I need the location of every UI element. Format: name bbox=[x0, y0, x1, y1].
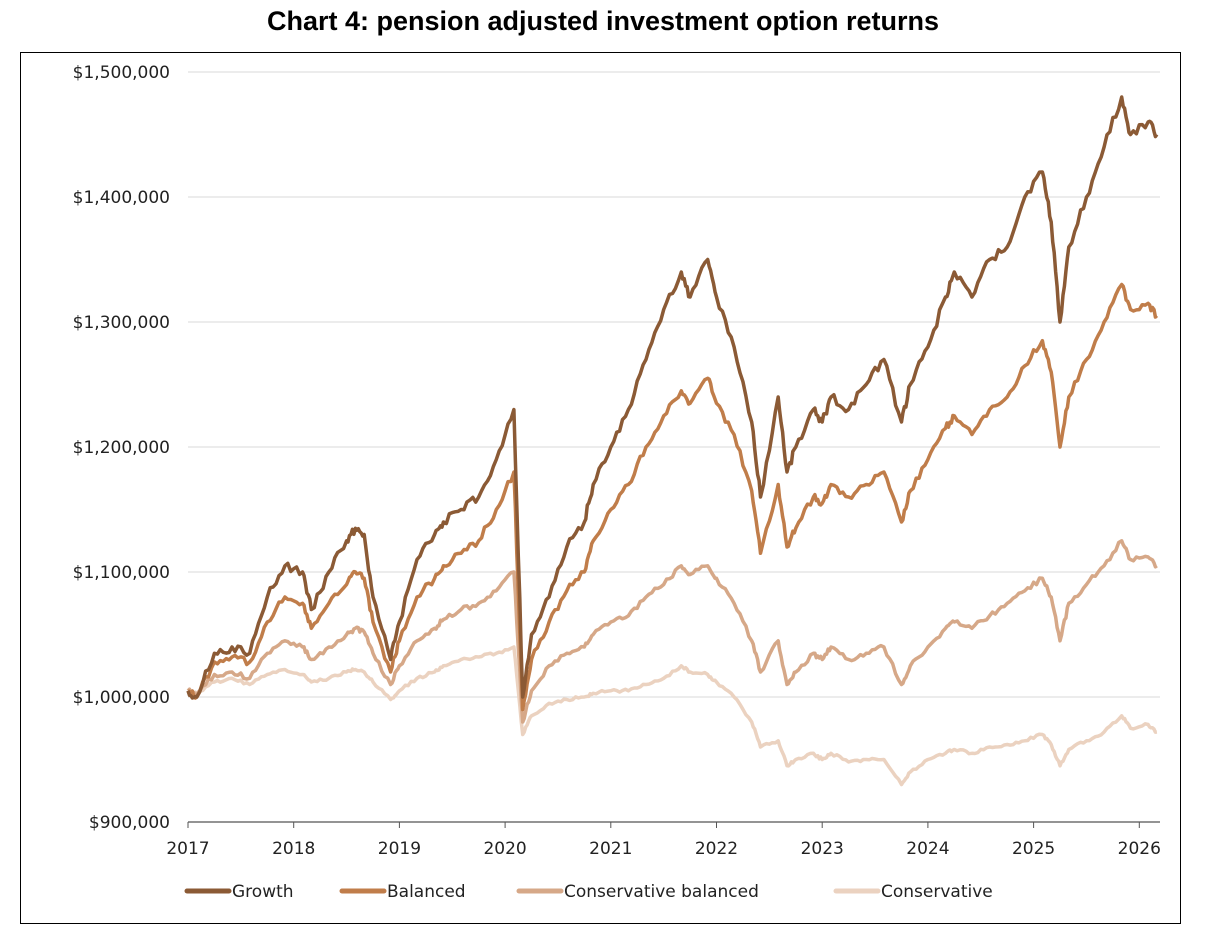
x-tick-label: 2025 bbox=[1012, 839, 1055, 859]
y-tick-label: $1,300,000 bbox=[73, 313, 170, 333]
series-line-conservative-balanced bbox=[186, 539, 1158, 724]
chart-frame bbox=[20, 52, 1181, 924]
legend-item: Conservative balanced bbox=[516, 882, 759, 902]
legend-item: Growth bbox=[184, 882, 294, 902]
x-tick-label: 2024 bbox=[906, 839, 949, 859]
y-tick-label: $1,500,000 bbox=[73, 63, 170, 83]
y-tick-label: $1,100,000 bbox=[73, 563, 170, 583]
x-tick-label: 2019 bbox=[378, 839, 421, 859]
x-tick-label: 2022 bbox=[695, 839, 738, 859]
y-tick-label: $1,000,000 bbox=[73, 688, 170, 708]
legend-label: Balanced bbox=[387, 882, 466, 902]
y-tick-label: $900,000 bbox=[89, 813, 170, 833]
series-line-growth bbox=[186, 95, 1159, 700]
legend-item: Conservative bbox=[833, 882, 993, 902]
x-tick-label: 2020 bbox=[483, 839, 526, 859]
legend-item: Balanced bbox=[339, 882, 466, 902]
legend-label: Conservative bbox=[881, 882, 993, 902]
chart-title: Chart 4: pension adjusted investment opt… bbox=[266, 6, 940, 36]
y-tick-label: $1,200,000 bbox=[73, 438, 170, 458]
legend-label: Conservative balanced bbox=[564, 882, 759, 902]
series-line-balanced bbox=[187, 282, 1159, 712]
x-tick-label: 2017 bbox=[166, 839, 209, 859]
x-tick-label: 2021 bbox=[589, 839, 632, 859]
x-tick-label: 2026 bbox=[1118, 839, 1161, 859]
legend-label: Growth bbox=[232, 882, 294, 902]
series-line-conservative bbox=[187, 645, 1158, 787]
y-tick-label: $1,400,000 bbox=[73, 188, 170, 208]
x-tick-label: 2018 bbox=[272, 839, 315, 859]
x-tick-label: 2023 bbox=[801, 839, 844, 859]
